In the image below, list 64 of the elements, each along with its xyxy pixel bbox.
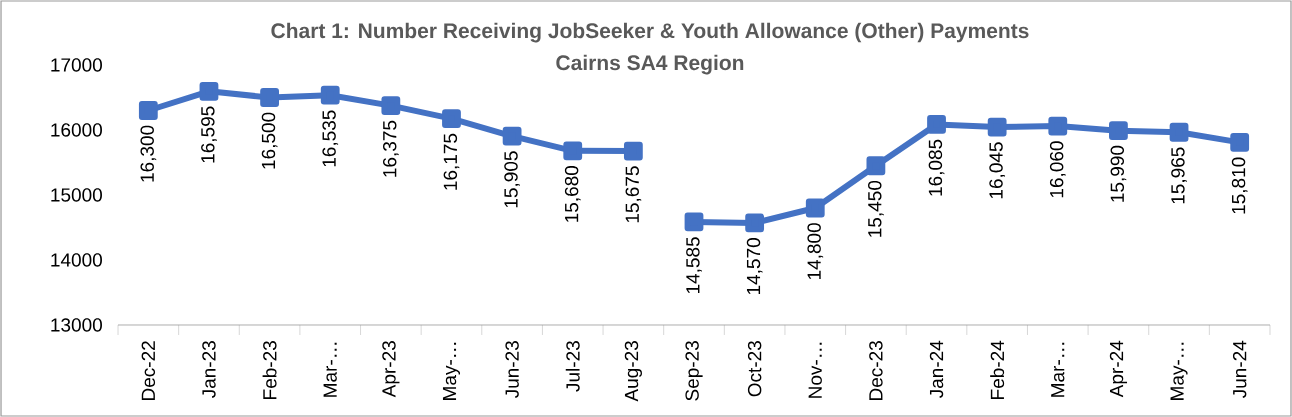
data-label: 15,965 <box>1171 147 1187 204</box>
data-label: 14,800 <box>807 223 824 280</box>
point <box>866 156 886 176</box>
point <box>442 109 461 129</box>
data-label: 14,585 <box>686 237 702 294</box>
x-tick-label: Feb-23 <box>262 341 277 399</box>
x-tick-label: Aug-23 <box>624 341 642 402</box>
data-label: 16,500 <box>261 112 278 169</box>
x-tick-label: Feb-24 <box>990 340 1005 399</box>
point <box>563 141 583 161</box>
x-tick-label: Jun-24 <box>1232 340 1247 399</box>
data-label: 16,060 <box>1049 141 1066 198</box>
x-tick-label: Jun-23 <box>505 341 519 399</box>
point <box>381 96 401 116</box>
data-label: 15,810 <box>1231 157 1248 214</box>
data-label: 14,570 <box>746 238 763 295</box>
y-tick-label: 13000 <box>51 318 102 332</box>
chart-subtitle: Cairns SA4 Region <box>556 54 744 75</box>
point <box>260 88 279 107</box>
x-tick-label: May-… <box>442 342 460 400</box>
point <box>1169 122 1189 142</box>
point <box>1048 116 1068 136</box>
x-tick-label: Dec-23 <box>869 341 883 400</box>
data-label: 16,375 <box>383 120 399 177</box>
data-label: 16,300 <box>140 125 157 182</box>
x-tick-label: Apr-23 <box>382 341 400 398</box>
point <box>138 101 158 120</box>
data-label: 15,675 <box>625 166 642 223</box>
x-tick-label: Mar-… <box>323 342 337 397</box>
x-tick-label: Jan-23 <box>202 341 216 399</box>
x-tick-label: Nov-… <box>808 342 822 398</box>
point <box>1109 121 1128 141</box>
x-tick-label: Jul-23 <box>565 341 580 392</box>
data-label: 16,595 <box>201 106 217 163</box>
point <box>1230 132 1250 152</box>
point <box>927 115 946 134</box>
y-tick-label: 15000 <box>51 188 102 202</box>
data-label: 15,990 <box>1110 145 1127 202</box>
x-tick-label: Sep-23 <box>685 341 703 401</box>
x-tick-label: Dec-22 <box>141 341 156 400</box>
point <box>805 198 825 218</box>
y-tick-label: 16000 <box>51 123 102 137</box>
x-tick-label: Apr-24 <box>1109 340 1128 398</box>
point <box>320 85 340 105</box>
data-label: 15,450 <box>868 180 884 237</box>
data-label: 15,680 <box>564 165 581 222</box>
y-tick-label: 17000 <box>51 58 102 72</box>
data-label: 16,045 <box>989 142 1006 199</box>
x-tick-label: May-… <box>1170 342 1188 400</box>
x-tick-label: Mar-… <box>1051 342 1065 397</box>
x-tick-label: Jan-24 <box>929 340 944 399</box>
data-label: 16,535 <box>322 110 339 167</box>
point <box>745 213 765 233</box>
data-label: 16,085 <box>928 139 945 196</box>
x-tick-label: Oct-23 <box>747 341 762 397</box>
point <box>684 212 704 232</box>
point <box>987 117 1007 137</box>
y-tick-label: 14000 <box>51 253 102 267</box>
chart-title: Chart 1: Number Receiving JobSeeker & Youth Allowance (Other) Payments <box>271 22 1029 43</box>
point <box>623 141 643 161</box>
point <box>199 81 219 101</box>
data-label: 15,905 <box>504 151 520 208</box>
point <box>502 126 522 146</box>
data-label: 16,175 <box>443 133 460 190</box>
